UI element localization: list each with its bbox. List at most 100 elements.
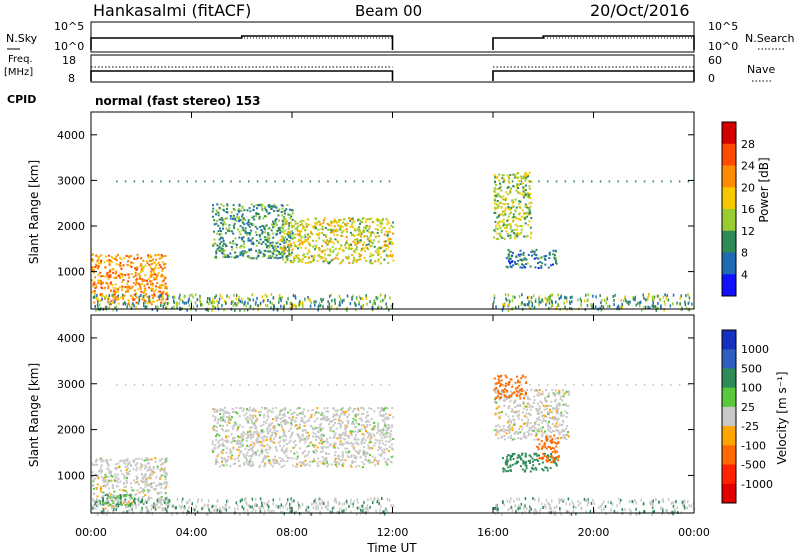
echo-cell [138, 491, 141, 494]
echo-cell [158, 506, 161, 509]
echo-cell [344, 441, 347, 444]
echo-cell [571, 300, 573, 304]
echo-cell [521, 418, 524, 421]
echo-cell [231, 440, 234, 443]
echo-cell [494, 211, 497, 214]
echo-cell [312, 450, 315, 453]
echo-cell [126, 283, 129, 286]
echo-cell [287, 227, 290, 230]
echo-cell [136, 480, 139, 483]
echo-cell [336, 239, 339, 242]
echo-cell [337, 257, 340, 260]
echo-cell [341, 458, 344, 461]
echo-cell [511, 216, 514, 219]
echo-cell [147, 489, 150, 492]
echo-cell [135, 296, 138, 299]
echo-cell [162, 263, 165, 266]
echo-cell [556, 408, 559, 411]
echo-cell [257, 436, 260, 439]
echo-cell [97, 262, 100, 265]
echo-cell [240, 406, 243, 409]
echo-cell [328, 427, 331, 430]
echo-cell [330, 231, 333, 233]
echo-cell [145, 479, 148, 482]
echo-cell [135, 301, 138, 304]
echo-cell [278, 413, 281, 416]
echo-cell [258, 235, 261, 238]
echo-cell [506, 461, 509, 464]
echo-cell [537, 430, 540, 433]
echo-cell [283, 180, 285, 183]
echo-cell [555, 300, 557, 304]
echo-cell [633, 297, 635, 301]
echo-cell [372, 239, 375, 242]
echo-cell [141, 268, 143, 270]
echo-cell [529, 306, 532, 310]
echo-cell [316, 407, 319, 410]
echo-cell [263, 509, 266, 513]
echo-cell [503, 468, 506, 471]
echo-cell [149, 477, 152, 480]
echo-cell [221, 427, 223, 430]
echo-cell [250, 437, 252, 440]
echo-cell [387, 423, 390, 426]
echo-cell [536, 394, 539, 397]
echo-cell [348, 450, 350, 453]
echo-cell [338, 437, 341, 440]
echo-cell [253, 218, 256, 221]
echo-cell [513, 411, 516, 413]
echo-cell [373, 410, 376, 413]
echo-cell [531, 304, 534, 308]
echo-cell [292, 304, 294, 308]
echo-cell [235, 303, 237, 307]
echo-cell [358, 452, 361, 455]
echo-cell [505, 463, 508, 466]
echo-cell [514, 406, 516, 409]
echo-cell [302, 301, 304, 305]
echo-cell [303, 422, 306, 424]
echo-cell [551, 447, 554, 450]
echo-cell [290, 427, 293, 430]
echo-cell [660, 305, 662, 309]
echo-cell [101, 293, 104, 296]
echo-cell [306, 224, 309, 227]
echo-cell [111, 257, 114, 259]
echo-cell [303, 464, 306, 467]
echo-cell [525, 416, 528, 419]
echo-cell [346, 419, 349, 422]
echo-cell [308, 510, 311, 513]
echo-cell [144, 485, 147, 488]
echo-cell [349, 430, 352, 433]
echo-cell [688, 308, 690, 312]
echo-cell [252, 450, 254, 453]
echo-cell [345, 257, 348, 260]
echo-cell [383, 258, 386, 261]
echo-cell [286, 259, 289, 262]
echo-cell [654, 305, 657, 309]
echo-cell [518, 200, 521, 203]
echo-cell [215, 252, 218, 255]
echo-cell [357, 409, 360, 412]
echo-cell [230, 211, 233, 214]
echo-cell [147, 277, 150, 280]
echo-cell [92, 487, 95, 490]
echo-cell [131, 501, 134, 504]
echo-cell [327, 463, 330, 466]
echo-cell [160, 266, 163, 269]
echo-cell [286, 460, 289, 462]
echo-cell [374, 302, 376, 306]
echo-cell [377, 424, 380, 427]
echo-cell [253, 442, 256, 445]
echo-cell [256, 449, 259, 452]
echo-cell [214, 242, 217, 245]
echo-cell [290, 506, 293, 510]
echo-cell [334, 257, 337, 260]
echo-cell [235, 406, 238, 409]
nsky-label: N.Sky [6, 32, 38, 45]
echo-cell [547, 404, 550, 407]
echo-cell [114, 290, 117, 293]
echo-cell [101, 500, 104, 503]
echo-cell [494, 429, 497, 432]
echo-cell [130, 273, 133, 275]
echo-cell [211, 448, 214, 451]
